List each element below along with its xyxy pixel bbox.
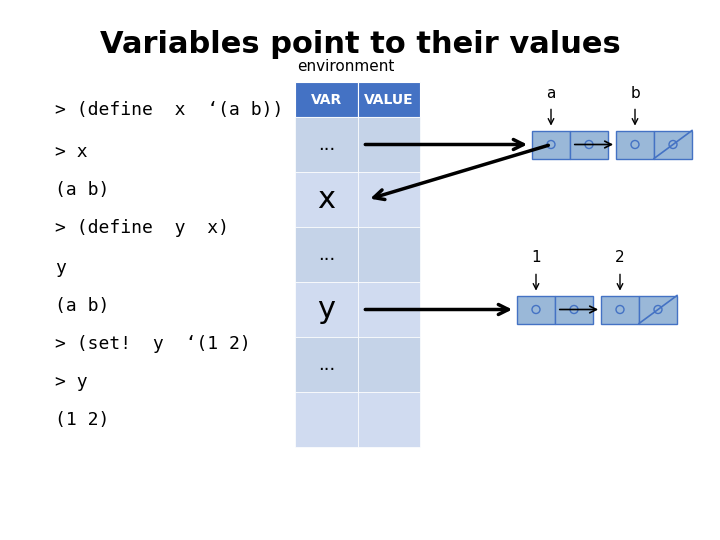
FancyBboxPatch shape	[358, 337, 420, 392]
Text: 2: 2	[615, 251, 625, 266]
FancyBboxPatch shape	[295, 392, 358, 447]
Text: > y: > y	[55, 373, 88, 391]
Text: (a b): (a b)	[55, 181, 109, 199]
FancyBboxPatch shape	[358, 117, 420, 172]
FancyBboxPatch shape	[295, 227, 358, 282]
Text: (1 2): (1 2)	[55, 411, 109, 429]
Text: y: y	[55, 259, 66, 277]
Text: > (define  x  ‘(a b)): > (define x ‘(a b))	[55, 101, 284, 119]
FancyBboxPatch shape	[358, 282, 420, 337]
Text: > (define  y  x): > (define y x)	[55, 219, 229, 237]
Text: 1: 1	[531, 251, 541, 266]
FancyBboxPatch shape	[358, 392, 420, 447]
FancyBboxPatch shape	[601, 295, 639, 323]
FancyBboxPatch shape	[616, 131, 654, 159]
FancyBboxPatch shape	[570, 131, 608, 159]
FancyBboxPatch shape	[358, 172, 420, 227]
FancyBboxPatch shape	[295, 172, 358, 227]
Text: > (set!  y  ‘(1 2): > (set! y ‘(1 2)	[55, 335, 251, 353]
Text: ...: ...	[318, 246, 335, 264]
Text: ...: ...	[318, 355, 335, 374]
Text: VAR: VAR	[310, 92, 342, 106]
FancyBboxPatch shape	[295, 282, 358, 337]
Text: (a b): (a b)	[55, 297, 109, 315]
FancyBboxPatch shape	[639, 295, 677, 323]
FancyBboxPatch shape	[358, 227, 420, 282]
FancyBboxPatch shape	[517, 295, 555, 323]
FancyBboxPatch shape	[654, 131, 692, 159]
FancyBboxPatch shape	[295, 117, 358, 172]
FancyBboxPatch shape	[358, 82, 420, 117]
Text: ...: ...	[318, 136, 335, 153]
FancyBboxPatch shape	[532, 131, 570, 159]
Text: environment: environment	[297, 59, 395, 74]
Text: b: b	[630, 85, 640, 100]
Text: a: a	[546, 85, 556, 100]
Text: > x: > x	[55, 143, 88, 161]
Text: VALUE: VALUE	[364, 92, 413, 106]
FancyBboxPatch shape	[295, 337, 358, 392]
Text: Variables point to their values: Variables point to their values	[99, 30, 621, 59]
Text: y: y	[318, 295, 336, 324]
Text: x: x	[318, 185, 336, 214]
FancyBboxPatch shape	[555, 295, 593, 323]
FancyBboxPatch shape	[295, 82, 358, 117]
